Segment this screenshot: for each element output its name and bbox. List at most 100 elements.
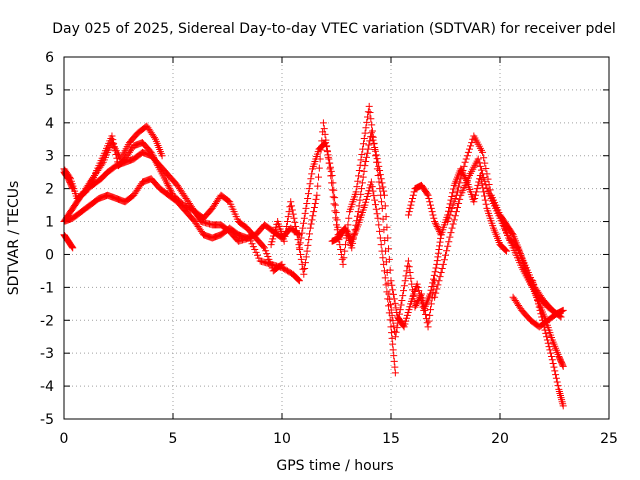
data-point-interp <box>533 293 541 301</box>
data-point <box>300 270 308 278</box>
data-point-interp <box>546 346 554 354</box>
data-point-interp <box>376 171 384 179</box>
data-point-interp <box>426 311 434 319</box>
data-point-interp <box>379 254 387 262</box>
data-point-interp <box>462 155 470 163</box>
data-point-interp <box>309 212 317 220</box>
data-point-interp <box>363 118 371 126</box>
y-tick-label: -1 <box>40 280 54 296</box>
data-point-interp <box>463 152 471 160</box>
data-point-interp <box>484 175 492 183</box>
data-point-interp <box>465 145 473 153</box>
data-point-interp <box>164 181 172 189</box>
data-point-interp <box>482 164 490 172</box>
data-point-interp <box>364 113 372 121</box>
data-point <box>387 277 395 285</box>
data-point-interp <box>445 238 453 246</box>
data-point-interp <box>307 220 315 228</box>
data-point-interp <box>389 340 397 348</box>
data-point-interp <box>392 304 400 312</box>
data-point-interp <box>552 374 560 382</box>
data-point-interp <box>485 181 493 189</box>
data-point-interp <box>299 224 307 232</box>
data-point-interp <box>406 269 414 277</box>
data-point-interp <box>550 363 558 371</box>
data-point-interp <box>434 224 442 232</box>
data-point-interp <box>330 186 338 194</box>
data-point-interp <box>400 287 408 295</box>
data-point-interp <box>355 202 363 210</box>
data-point-interp <box>446 211 454 219</box>
data-point <box>424 323 432 331</box>
data-point-interp <box>435 246 443 254</box>
data-point-interp <box>292 227 300 235</box>
data-point-interp <box>399 322 407 330</box>
x-axis-label: GPS time / hours <box>276 458 393 474</box>
data-point-interp <box>472 188 480 196</box>
data-point-interp <box>428 208 436 216</box>
x-tick-label: 0 <box>60 431 69 447</box>
data-point-interp <box>357 190 365 198</box>
data-point <box>557 313 565 321</box>
data-point-interp <box>365 141 373 149</box>
data-point-interp <box>369 187 377 195</box>
data-point <box>295 244 303 252</box>
data-point-interp <box>403 267 411 275</box>
data-point-interp <box>355 167 363 175</box>
data-point-interp <box>301 209 309 217</box>
data-point-interp <box>389 290 397 298</box>
data-point <box>548 356 556 364</box>
data-point-interp <box>401 277 409 285</box>
data-point-interp <box>430 271 438 279</box>
data-point-interp <box>476 175 484 183</box>
data-point-interp <box>376 167 384 175</box>
data-point-interp <box>299 265 307 273</box>
data-point-interp <box>403 314 411 322</box>
data-point-interp <box>447 196 455 204</box>
data-point-interp <box>508 229 516 237</box>
data-point-interp <box>362 124 370 132</box>
data-point-interp <box>502 246 510 254</box>
x-tick-label: 5 <box>169 431 178 447</box>
data-point-interp <box>281 232 289 240</box>
data-point-interp <box>534 297 542 305</box>
data-point-interp <box>547 349 555 357</box>
data-point <box>280 237 288 245</box>
data-point-interp <box>373 210 381 218</box>
data-point-interp <box>312 195 320 203</box>
data-point-interp <box>371 147 379 155</box>
data-point-interp <box>438 264 446 272</box>
data-point-interp <box>338 255 346 263</box>
data-point <box>374 158 382 166</box>
data-point-interp <box>284 213 292 221</box>
data-point-interp <box>425 317 433 325</box>
data-point-interp <box>331 201 339 209</box>
data-point <box>391 369 399 377</box>
data-point-interp <box>305 236 313 244</box>
series-sat-i <box>328 178 399 377</box>
data-point-interp <box>410 188 418 196</box>
data-point-interp <box>543 333 551 341</box>
x-tick-label: 25 <box>600 431 618 447</box>
data-point-interp <box>389 346 397 354</box>
data-point-interp <box>360 167 368 175</box>
data-point-interp <box>405 208 413 216</box>
data-point <box>439 260 447 268</box>
data-point <box>319 119 327 127</box>
data-point <box>433 260 441 268</box>
data-point-interp <box>308 216 316 224</box>
data-point-interp <box>408 198 416 206</box>
data-point-interp <box>414 283 422 291</box>
data-point-interp <box>429 279 437 287</box>
data-point-interp <box>480 188 488 196</box>
data-point-interp <box>298 260 306 268</box>
data-point-interp <box>467 142 475 150</box>
data-point <box>444 218 452 226</box>
data-point-interp <box>341 241 349 249</box>
y-tick-label: 5 <box>45 83 54 99</box>
data-point-interp <box>371 196 379 204</box>
data-point-interp <box>443 247 451 255</box>
data-point-interp <box>543 336 551 344</box>
data-point-interp <box>292 222 300 230</box>
data-point <box>452 191 460 199</box>
